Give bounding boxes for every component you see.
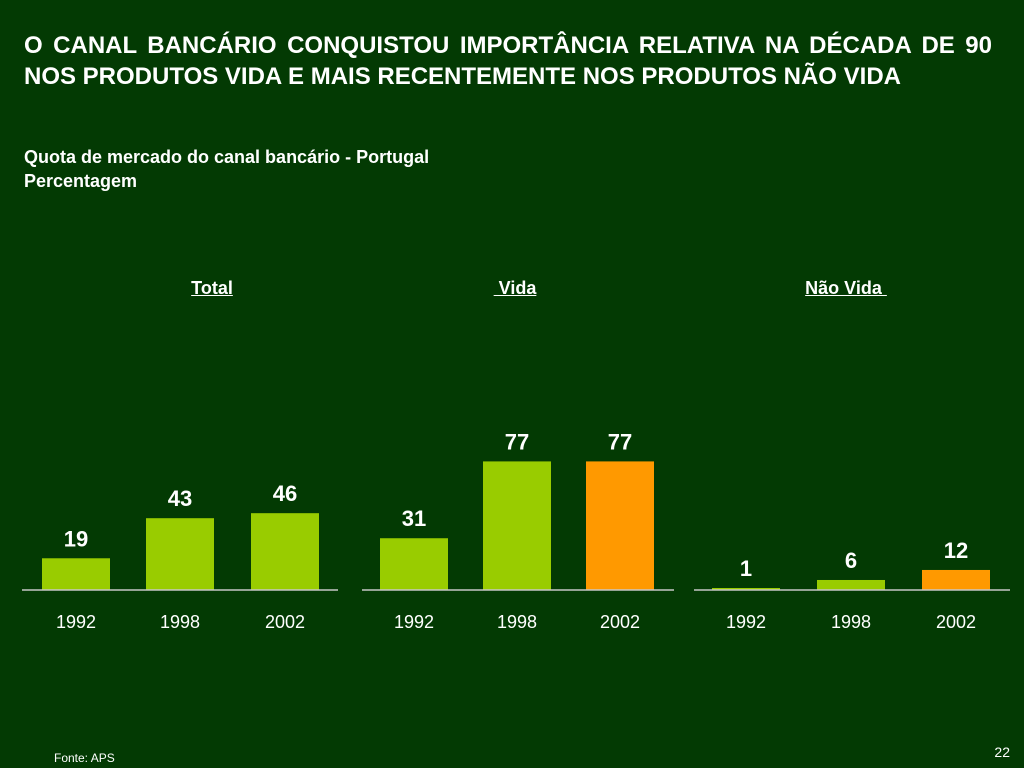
bar-total-2002: [251, 513, 319, 590]
value-label-vida-1992: 31: [402, 506, 426, 531]
value-label-nao-vida-1998: 6: [845, 548, 857, 573]
bar-nao-vida-1992: [712, 588, 780, 590]
subtitle-line-1: Quota de mercado do canal bancário - Por…: [24, 147, 430, 167]
value-label-total-2002: 46: [273, 481, 297, 506]
bar-vida-1992: [380, 538, 448, 590]
value-label-total-1992: 19: [64, 526, 88, 551]
bar-total-1998: [146, 518, 214, 590]
value-label-nao-vida-2002: 12: [944, 538, 968, 563]
tick-label-total-1998: 1998: [160, 612, 200, 632]
tick-label-total-2002: 2002: [265, 612, 305, 632]
tick-label-nao-vida-1998: 1998: [831, 612, 871, 632]
tick-label-vida-1998: 1998: [497, 612, 537, 632]
bar-total-1992: [42, 558, 110, 590]
value-label-nao-vida-1992: 1: [740, 556, 752, 581]
panel-title-total: Total: [191, 278, 233, 298]
bar-nao-vida-1998: [817, 579, 885, 590]
tick-label-vida-2002: 2002: [600, 612, 640, 632]
value-label-vida-2002: 77: [608, 429, 632, 454]
tick-label-vida-1992: 1992: [394, 612, 434, 632]
tick-label-nao-vida-1992: 1992: [726, 612, 766, 632]
slide-title: O CANAL BANCÁRIO CONQUISTOU IMPORTÂNCIA …: [24, 32, 992, 90]
bar-nao-vida-2002: [922, 569, 990, 590]
panel-title-vida: Vida: [493, 278, 537, 298]
value-label-total-1998: 43: [168, 486, 192, 511]
value-label-vida-1998: 77: [505, 429, 529, 454]
bar-vida-2002: [586, 461, 654, 590]
tick-label-total-1992: 1992: [56, 612, 96, 632]
subtitle-line-2: Percentagem: [24, 171, 138, 191]
tick-label-nao-vida-2002: 2002: [936, 612, 976, 632]
footer-source: Fonte: APS: [54, 751, 115, 765]
chart-subtitle: Quota de mercado do canal bancário - Por…: [24, 145, 429, 193]
page-number: 22: [994, 744, 1010, 760]
bar-vida-1998: [483, 461, 551, 590]
panel-title-nao-vida: Não Vida: [805, 278, 887, 298]
